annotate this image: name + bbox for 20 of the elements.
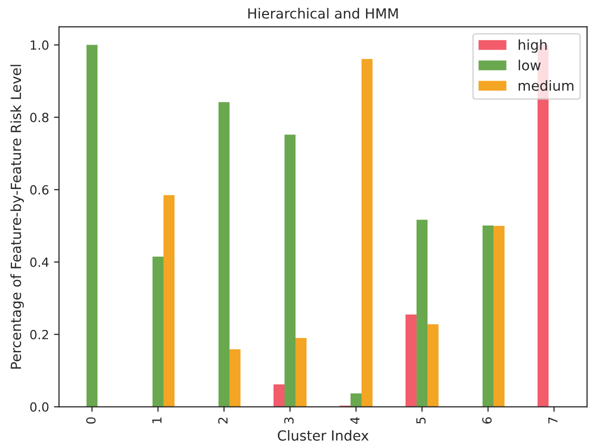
x-tick-label: 5 [416, 418, 426, 424]
y-tick-label: 0.0 [30, 402, 48, 412]
x-tick-label: 1 [152, 418, 162, 424]
y-tick-label: 0.4 [30, 258, 49, 267]
y-tick-label: 0.2 [30, 330, 48, 340]
legend-label: low [518, 60, 541, 70]
chart-title: Hierarchical and HMM [248, 8, 398, 19]
x-tick-label: 7 [548, 418, 558, 424]
x-tick-label: 2 [218, 418, 228, 424]
legend-label: medium [518, 80, 574, 91]
x-axis-title: Cluster Index [278, 430, 369, 441]
x-tick-label: 4 [350, 417, 360, 424]
y-tick-label: 0.6 [30, 185, 48, 195]
x-tick-label: 3 [284, 417, 294, 424]
x-tick-label: 6 [482, 417, 492, 424]
x-tick-label: 0 [86, 417, 96, 424]
y-tick-label: 1.0 [30, 40, 48, 50]
legend-label: high [518, 39, 547, 53]
y-axis-title: Percentage of Feature-by-Feature Risk Level [10, 64, 24, 369]
y-tick-label: 0.8 [30, 112, 48, 122]
